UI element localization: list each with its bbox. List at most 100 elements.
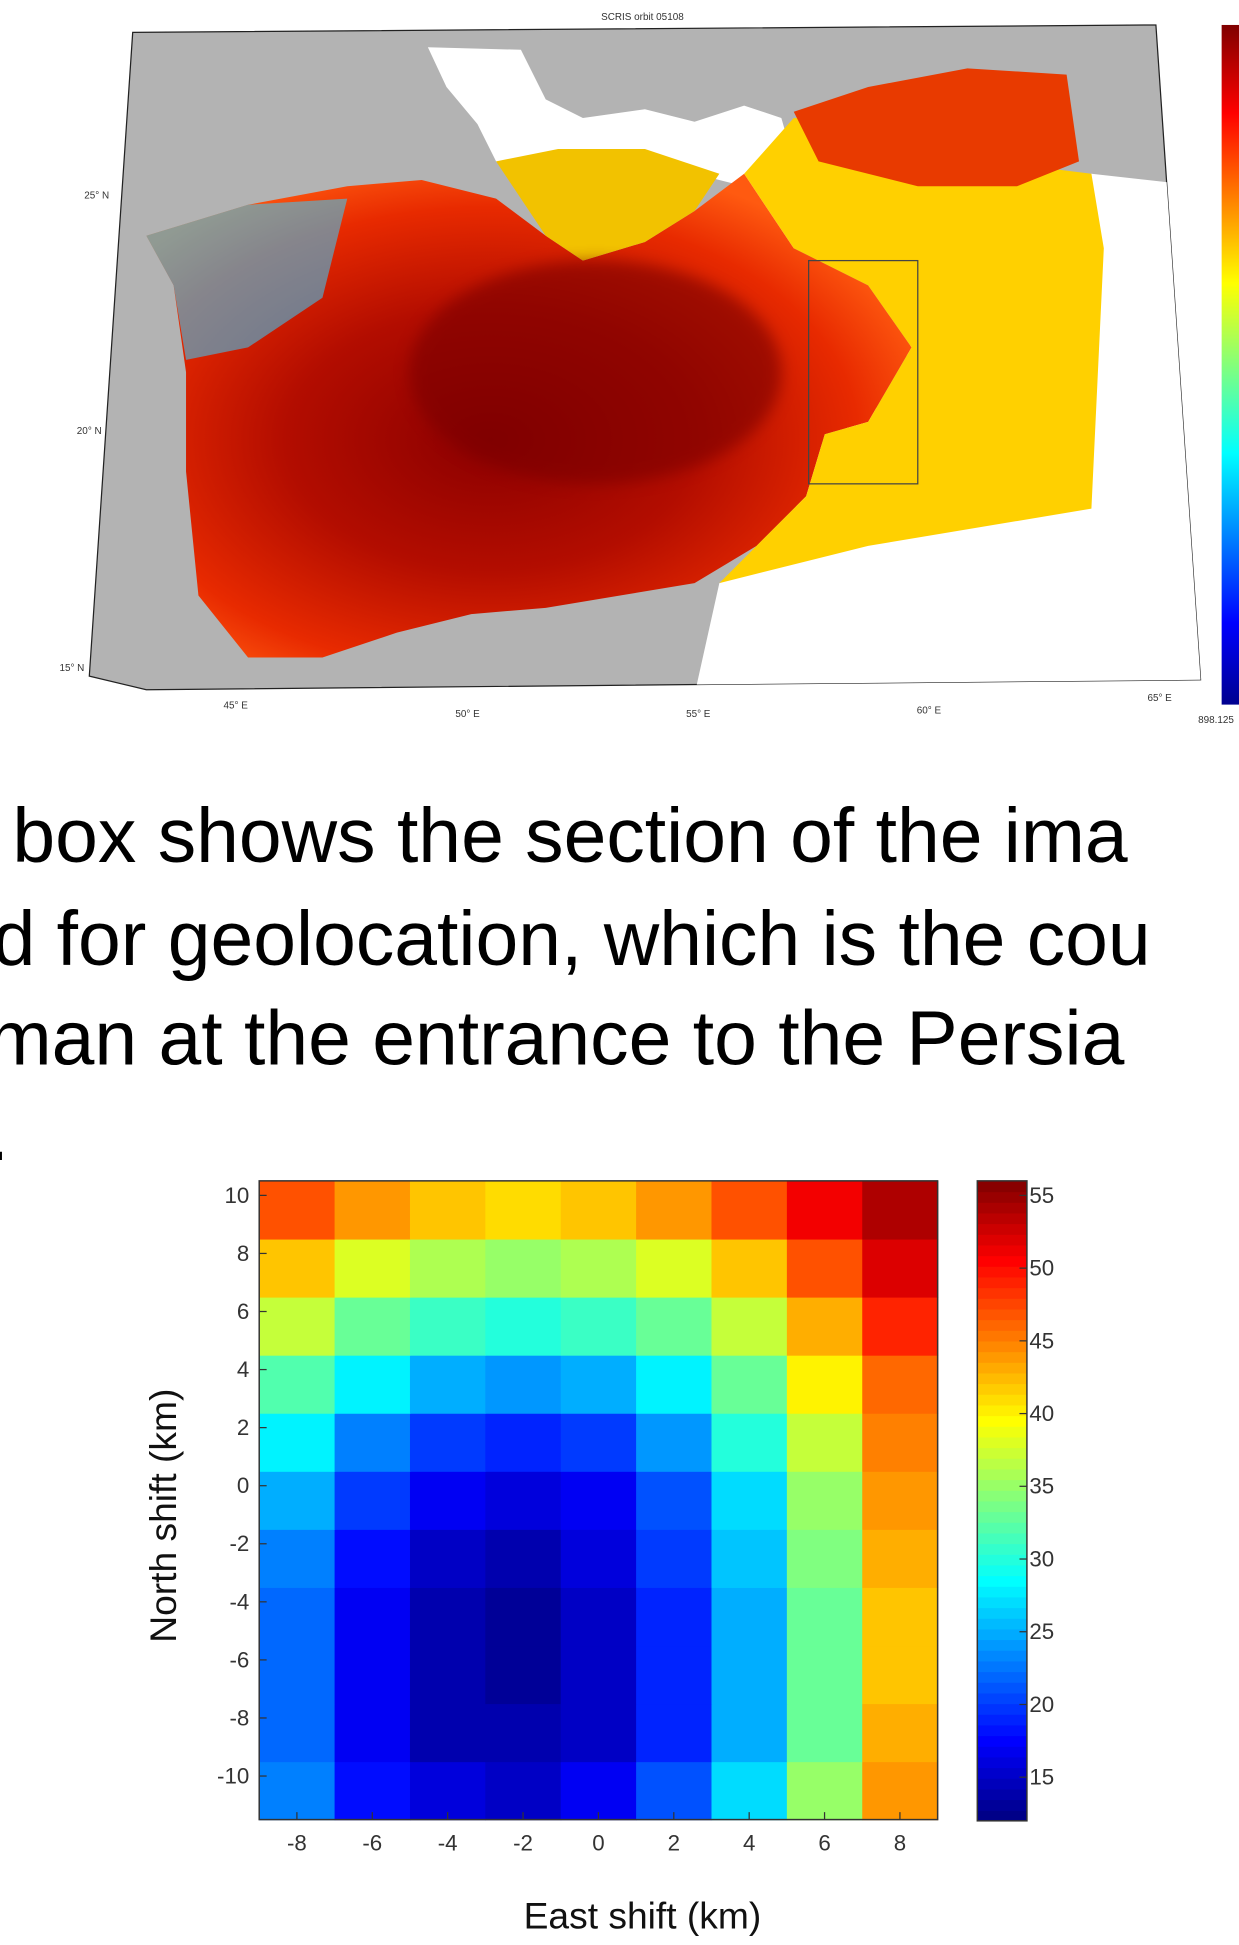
- heat-cell: [862, 1587, 939, 1647]
- colorbar-tick-label: 35: [1029, 1474, 1054, 1499]
- heat-cell: [409, 1180, 486, 1240]
- heat-cell: [560, 1471, 637, 1530]
- heat-cell: [560, 1238, 637, 1298]
- heat-cell: [409, 1355, 486, 1414]
- colorbar-segment: [977, 1799, 1027, 1811]
- heat-cell: [334, 1413, 411, 1472]
- heat-cell: [636, 1761, 713, 1821]
- colorbar-segment: [977, 1255, 1027, 1267]
- heat-cell: [259, 1413, 336, 1472]
- map-title: SCRIS orbit 05108: [601, 12, 684, 23]
- x-tick-label: 6: [818, 1831, 830, 1856]
- colorbar-tick-label: 20: [1029, 1692, 1054, 1717]
- colorbar-segment: [977, 1682, 1027, 1694]
- heat-cell: [334, 1296, 411, 1356]
- x-tick-label: 8: [894, 1831, 906, 1856]
- heat-cell: [711, 1761, 788, 1821]
- heat-cell: [334, 1703, 411, 1763]
- heat-cell: [862, 1761, 939, 1821]
- heat-cell: [786, 1413, 863, 1472]
- heat-cell: [259, 1471, 336, 1530]
- x-tick-label: -8: [287, 1831, 307, 1856]
- heat-cell: [711, 1238, 788, 1298]
- heat-cell: [485, 1529, 562, 1588]
- colorbar-segment: [977, 1404, 1027, 1417]
- heat-cell: [711, 1413, 788, 1472]
- colorbar-segment: [977, 1244, 1027, 1257]
- colorbar-segment: [977, 1788, 1027, 1801]
- colorbar-tick-label: 45: [1029, 1328, 1054, 1353]
- heat-cell: [786, 1645, 863, 1705]
- heat-cell: [862, 1238, 939, 1298]
- heat-cell: [409, 1703, 486, 1763]
- lon-label: 45° E: [223, 700, 248, 711]
- colorbar-segment: [977, 1650, 1027, 1662]
- colorbar-segment: [977, 1724, 1027, 1737]
- heat-cell: [485, 1413, 562, 1472]
- colorbar-tick-label: 15: [1029, 1765, 1054, 1790]
- heat-cell: [485, 1703, 562, 1763]
- heat-cell: [560, 1413, 637, 1472]
- colorbar-segment: [977, 1543, 1027, 1555]
- heat-cell: [711, 1471, 788, 1530]
- heat-cell: [409, 1645, 486, 1705]
- heat-cell: [409, 1761, 486, 1821]
- heat-cell: [862, 1703, 939, 1763]
- heat-cell: [636, 1529, 713, 1588]
- colorbar-segment: [977, 1447, 1027, 1459]
- colorbar-segment: [977, 1266, 1027, 1278]
- heat-cell: [560, 1703, 637, 1763]
- colorbar-segment: [977, 1586, 1027, 1598]
- colorbar-segment: [977, 1319, 1027, 1331]
- colorbar-segment: [977, 1564, 1027, 1577]
- colorbar-frame: [976, 1180, 1028, 1822]
- heat-cell: [409, 1529, 486, 1588]
- iran-region: [793, 68, 1080, 187]
- colorbar-segment: [977, 1191, 1027, 1203]
- y-tick-label: 2: [237, 1415, 249, 1440]
- heat-cell: [485, 1645, 562, 1705]
- heat-cell: [409, 1587, 486, 1647]
- heat-cell: [485, 1180, 562, 1240]
- colorbar-segment: [977, 1778, 1027, 1790]
- heat-cell: [560, 1355, 637, 1414]
- heat-cell: [862, 1355, 939, 1414]
- heat-cell: [636, 1355, 713, 1414]
- heat-cell: [485, 1296, 562, 1356]
- colorbar-segment: [977, 1308, 1027, 1321]
- colorbar-segment: [977, 1532, 1027, 1545]
- lon-label: 60° E: [917, 705, 942, 716]
- colorbar-segment: [977, 1522, 1027, 1534]
- heat-cell: [786, 1296, 863, 1356]
- heat-cell: [786, 1355, 863, 1414]
- colorbar-tick-label: 30: [1029, 1546, 1054, 1571]
- colorbar-segment: [977, 1746, 1027, 1758]
- colorbar-segment: [977, 1479, 1027, 1491]
- heat-cell: [711, 1355, 788, 1414]
- y-tick-label: -10: [217, 1763, 249, 1788]
- heat-cell: [259, 1587, 336, 1647]
- heat-cell: [711, 1529, 788, 1588]
- colorbar-segment: [977, 1660, 1027, 1673]
- colorbar-segment: [977, 1692, 1027, 1705]
- heat-cell: [786, 1587, 863, 1647]
- colorbar-segment: [977, 1180, 1027, 1193]
- gulf-region: [496, 148, 720, 261]
- heat-cell: [409, 1413, 486, 1472]
- colorbar-segment: [977, 1415, 1027, 1427]
- x-tick-label: -2: [513, 1831, 533, 1856]
- heat-cell: [711, 1587, 788, 1647]
- colorbar-segment: [977, 1490, 1027, 1502]
- cool-region: [146, 198, 348, 360]
- colorbar-segment: [977, 1810, 1027, 1822]
- y-tick-label: 0: [237, 1473, 249, 1498]
- heat-cell: [711, 1703, 788, 1763]
- heat-cell: [636, 1413, 713, 1472]
- heat-cell: [636, 1471, 713, 1530]
- heat-cell: [636, 1645, 713, 1705]
- colorbar-segment: [977, 1511, 1027, 1523]
- x-tick-label: -4: [438, 1831, 458, 1856]
- yellow-region: [719, 117, 1104, 584]
